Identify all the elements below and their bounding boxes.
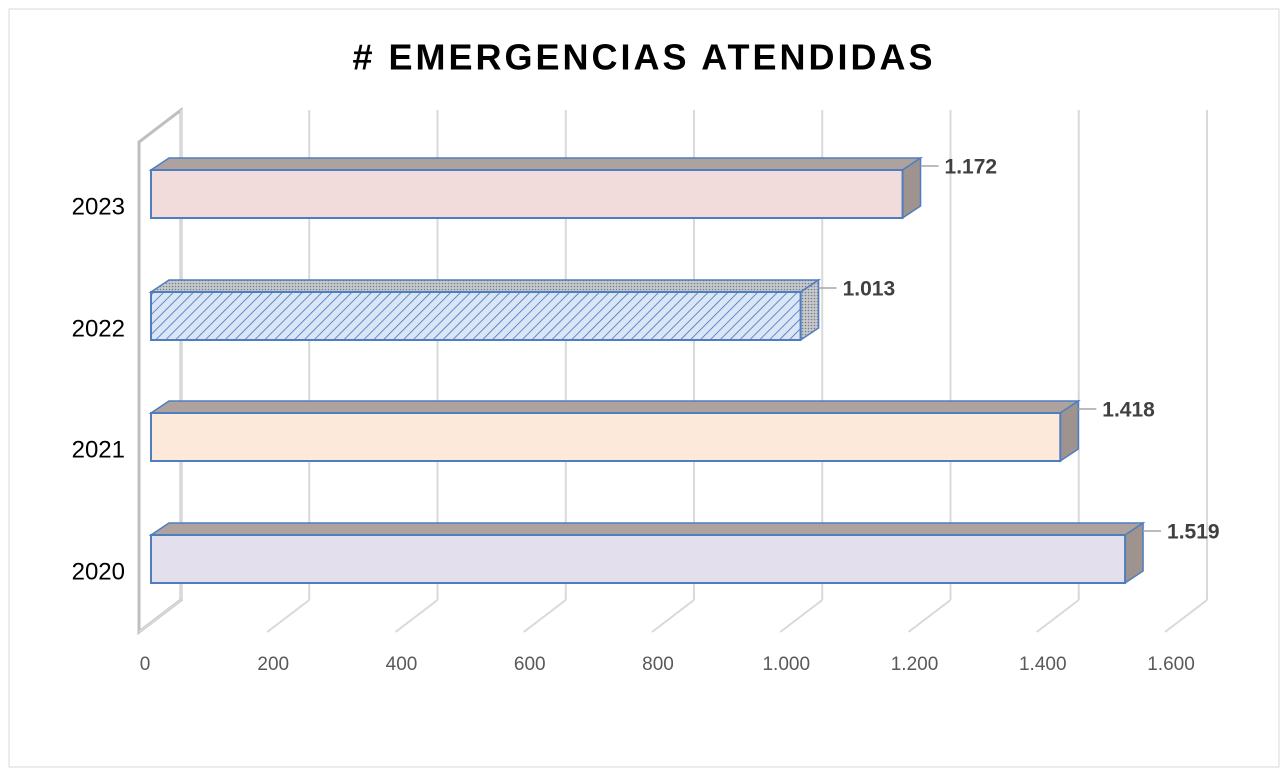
y-tick-label: 2020 bbox=[72, 558, 125, 585]
value-label: 1.519 bbox=[1167, 521, 1220, 544]
floor-line bbox=[523, 599, 567, 633]
floor-line bbox=[651, 599, 695, 633]
floor-line bbox=[394, 599, 439, 633]
bar-top bbox=[148, 400, 1081, 414]
x-tick-label: 0 bbox=[140, 654, 151, 675]
bar bbox=[150, 169, 904, 219]
x-tick-label: 1.400 bbox=[1019, 654, 1067, 675]
bar bbox=[150, 291, 802, 341]
value-label: 1.172 bbox=[945, 156, 998, 179]
floor-line bbox=[1164, 599, 1208, 633]
floor-line bbox=[779, 599, 823, 633]
x-tick-label: 400 bbox=[386, 654, 418, 675]
bar bbox=[150, 534, 1127, 584]
bar-top bbox=[148, 522, 1146, 536]
y-tick-label: 2021 bbox=[72, 436, 125, 463]
floor-line bbox=[138, 599, 182, 633]
x-tick-label: 200 bbox=[257, 654, 289, 675]
value-label: 1.013 bbox=[843, 278, 896, 301]
chart-title: # EMERGENCIAS ATENDIDAS bbox=[352, 37, 935, 78]
bar-top bbox=[148, 279, 822, 293]
floor-line bbox=[266, 599, 310, 633]
chart-frame bbox=[8, 8, 1280, 768]
floor-line bbox=[907, 599, 952, 633]
y-tick-label: 2023 bbox=[72, 193, 125, 220]
floor-line bbox=[1036, 599, 1080, 633]
bar-top bbox=[148, 157, 924, 171]
x-tick-label: 600 bbox=[514, 654, 546, 675]
x-tick-label: 1.600 bbox=[1147, 654, 1195, 675]
y-tick-label: 2022 bbox=[72, 315, 125, 342]
x-tick-label: 1.000 bbox=[762, 654, 810, 675]
x-tick-label: 1.200 bbox=[891, 654, 939, 675]
x-tick-label: 800 bbox=[642, 654, 674, 675]
value-label: 1.418 bbox=[1102, 399, 1155, 422]
bar bbox=[150, 412, 1062, 462]
